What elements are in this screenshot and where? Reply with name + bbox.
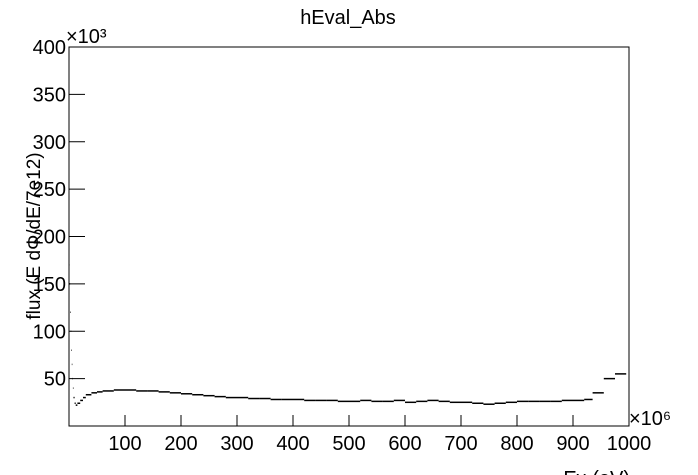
x-tick-label: 700: [444, 433, 477, 455]
y-axis-title: flux (E dΦ/dE/7e12): [24, 152, 45, 319]
y-tick-label: 250: [33, 179, 66, 201]
x-tick-label: 100: [108, 433, 141, 455]
x-tick-label: 400: [276, 433, 309, 455]
x-axis-title: Eν (eV): [563, 468, 630, 475]
y-multiplier: ×10³: [66, 26, 107, 48]
y-tick-label: 100: [33, 321, 66, 343]
x-tick-label: 500: [332, 433, 365, 455]
chart-title: hEval_Abs: [300, 7, 396, 29]
y-tick-label: 150: [33, 274, 66, 296]
y-tick-label: 200: [33, 227, 66, 249]
y-tick-label: 400: [33, 37, 66, 59]
y-tick-label: 350: [33, 84, 66, 106]
x-tick-label: 900: [556, 433, 589, 455]
x-tick-label: 300: [220, 433, 253, 455]
x-tick-label: 200: [164, 433, 197, 455]
y-tick-label: 300: [33, 132, 66, 154]
x-tick-label: 1000: [607, 433, 652, 455]
x-tick-label: 800: [500, 433, 533, 455]
x-multiplier: ×10⁶: [629, 408, 671, 430]
y-tick-label: 50: [44, 369, 66, 391]
x-tick-label: 600: [388, 433, 421, 455]
